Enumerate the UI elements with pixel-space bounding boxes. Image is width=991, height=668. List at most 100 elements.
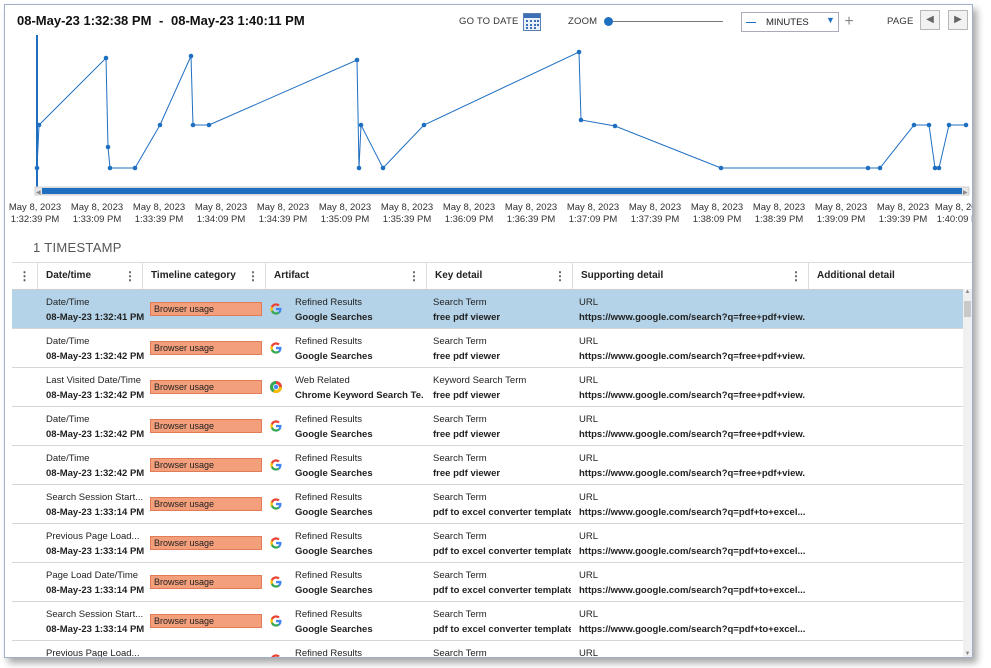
- timeline-event-point[interactable]: [132, 165, 138, 171]
- timeline-event-point[interactable]: [612, 123, 618, 129]
- table-row[interactable]: Date/Time 08-May-23 1:32:42 PM Browser usa…: [12, 446, 963, 485]
- key-value: free pdf viewer: [433, 390, 501, 401]
- time-unit-select[interactable]: MINUTES ▼: [741, 12, 839, 32]
- cell-artifact: Refined Results Google Searches: [295, 607, 423, 637]
- zoom-in-icon[interactable]: +: [844, 13, 854, 30]
- key-label: Search Term: [433, 414, 487, 425]
- cell-datetime: Date/Time 08-May-23 1:32:42 PM: [46, 412, 146, 442]
- scroll-down-icon[interactable]: ▼: [964, 651, 971, 657]
- column-header-key-detail[interactable]: Key detail ⋮: [427, 263, 573, 289]
- table-row[interactable]: Date/Time 08-May-23 1:32:41 PM Browser usa…: [12, 290, 963, 329]
- support-label: URL: [579, 336, 599, 347]
- calendar-icon[interactable]: [523, 13, 541, 31]
- column-header-category[interactable]: Timeline category ⋮: [143, 263, 266, 289]
- scroll-up-icon[interactable]: ▲: [964, 289, 971, 295]
- scroll-right-icon[interactable]: ▶: [963, 190, 968, 196]
- table-row[interactable]: Previous Page Load... 08-May-23 1:33:14 P…: [12, 524, 963, 563]
- timeline-event-point[interactable]: [936, 165, 942, 171]
- table-row[interactable]: Last Visited Date/Time 08-May-23 1:32:42 …: [12, 368, 963, 407]
- timeline-chart[interactable]: ◀ ▶: [5, 35, 972, 203]
- table-row[interactable]: Previous Page Load... Refined Results Sear…: [12, 641, 963, 658]
- column-menu-icon[interactable]: ⋮: [790, 269, 802, 283]
- table-row[interactable]: Search Session Start... 08-May-23 1:33:14…: [12, 602, 963, 641]
- timeline-event-point[interactable]: [36, 122, 42, 128]
- range-end: 08-May-23 1:40:11 PM: [171, 13, 305, 28]
- column-menu-icon[interactable]: ⋮: [408, 269, 420, 283]
- timeline-event-point[interactable]: [576, 49, 582, 55]
- support-value: https://www.google.com/search?q=pdf+to+e…: [579, 624, 805, 635]
- key-label: Search Term: [433, 297, 487, 308]
- column-header-datetime[interactable]: Date/time ⋮: [38, 263, 143, 289]
- timeline-event-point[interactable]: [877, 165, 883, 171]
- timeline-scrollbar-thumb[interactable]: [42, 188, 962, 194]
- page-next-button[interactable]: ▶: [948, 10, 968, 30]
- date-value: 08-May-23 1:32:42 PM: [46, 351, 145, 362]
- grid-scrollbar-thumb[interactable]: [964, 301, 971, 317]
- column-menu-icon[interactable]: ⋮: [247, 269, 259, 283]
- timeline-event-point[interactable]: [578, 117, 584, 123]
- timeline-event-point[interactable]: [157, 122, 163, 128]
- key-label: Search Term: [433, 648, 487, 658]
- tick-time: 1:35:39 PM: [382, 214, 432, 225]
- cell-datetime: Last Visited Date/Time 08-May-23 1:32:42 …: [46, 373, 146, 403]
- artifact-type: Refined Results: [295, 336, 363, 347]
- timeline-event-point[interactable]: [911, 122, 917, 128]
- timeline-tick-label: May 8, 2023 1:36:09 PM: [443, 202, 495, 226]
- page-prev-button[interactable]: ◀: [920, 10, 940, 30]
- column-header-artifact[interactable]: Artifact ⋮: [266, 263, 427, 289]
- table-row[interactable]: Page Load Date/Time 08-May-23 1:33:14 PM B…: [12, 563, 963, 602]
- timeline-event-point[interactable]: [107, 165, 113, 171]
- timeline-event-point[interactable]: [865, 165, 871, 171]
- timeline-tick-label: May 8, 2023 1:37:39 PM: [629, 202, 681, 226]
- tick-date: May 8, 2023: [752, 202, 806, 213]
- timeline-series-line: [36, 51, 966, 169]
- key-label: Keyword Search Term: [433, 375, 527, 386]
- timeline-event-point[interactable]: [932, 165, 938, 171]
- column-menu-icon[interactable]: ⋮: [124, 269, 136, 283]
- go-to-date-label[interactable]: GO TO DATE: [459, 16, 519, 27]
- page-label: PAGE: [887, 16, 914, 27]
- timeline-event-point[interactable]: [103, 55, 109, 61]
- timestamp-count: 1 TIMESTAMP: [33, 240, 122, 255]
- timeline-event-point[interactable]: [356, 165, 362, 171]
- scroll-left-icon[interactable]: ◀: [36, 190, 41, 196]
- tick-time: 1:35:09 PM: [320, 214, 370, 225]
- chevron-down-icon[interactable]: ▼: [826, 15, 835, 25]
- column-header-additional-detail[interactable]: Additional detail: [817, 270, 895, 281]
- column-menu-icon[interactable]: ⋮: [554, 269, 566, 283]
- artifact-type: Refined Results: [295, 414, 363, 425]
- table-row[interactable]: Date/Time 08-May-23 1:32:42 PM Browser usa…: [12, 407, 963, 446]
- column-header-supporting-detail[interactable]: Supporting detail ⋮: [573, 263, 809, 289]
- timeline-event-point[interactable]: [188, 53, 194, 59]
- row-options-icon[interactable]: ⋮: [12, 263, 38, 289]
- support-label: URL: [579, 375, 599, 386]
- timeline-event-point[interactable]: [354, 57, 360, 63]
- date-value: 08-May-23 1:32:42 PM: [46, 429, 145, 440]
- category-badge: Browser usage: [150, 341, 262, 355]
- artifact-value: Google Searches: [295, 546, 373, 557]
- timeline-event-point[interactable]: [34, 165, 40, 171]
- timeline-event-point[interactable]: [105, 144, 111, 150]
- timeline-event-point[interactable]: [946, 122, 952, 128]
- zoom-out-icon[interactable]: [746, 22, 756, 23]
- cell-key-detail: Search Term: [433, 646, 571, 658]
- timeline-event-point[interactable]: [206, 122, 212, 128]
- timeline-event-point[interactable]: [926, 122, 932, 128]
- timeline-event-point[interactable]: [190, 122, 196, 128]
- zoom-slider-thumb[interactable]: [604, 17, 613, 26]
- timeline-tick-label: May 8, 2023 1:35:39 PM: [381, 202, 433, 226]
- timeline-event-point[interactable]: [421, 122, 427, 128]
- zoom-slider-track[interactable]: [609, 21, 723, 22]
- timeline-event-point[interactable]: [718, 165, 724, 171]
- table-row[interactable]: Search Session Start... 08-May-23 1:33:14…: [12, 485, 963, 524]
- date-type: Search Session Start...: [46, 492, 144, 503]
- timeline-event-point[interactable]: [380, 165, 386, 171]
- timeline-event-point[interactable]: [963, 122, 969, 128]
- table-row[interactable]: Date/Time 08-May-23 1:32:42 PM Browser usa…: [12, 329, 963, 368]
- timeline-event-point[interactable]: [358, 122, 364, 128]
- date-value: 08-May-23 1:33:14 PM: [46, 585, 145, 596]
- artifact-value: Google Searches: [295, 624, 373, 635]
- cell-artifact: Web Related Chrome Keyword Search Te...: [295, 373, 423, 403]
- grid-scrollbar[interactable]: ▲ ▼: [963, 289, 972, 657]
